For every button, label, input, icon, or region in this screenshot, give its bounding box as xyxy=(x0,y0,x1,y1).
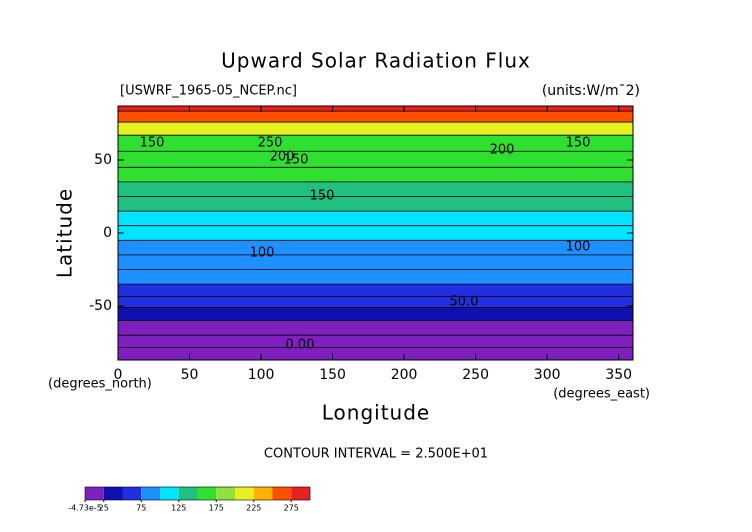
colorbar-label: 225 xyxy=(246,504,261,513)
contour-band xyxy=(118,106,633,112)
colorbar-swatch xyxy=(235,487,254,500)
contour-band xyxy=(118,167,633,182)
x-tick-label: 350 xyxy=(605,367,632,383)
contour-band xyxy=(118,335,633,348)
subtitle-right: (units:W/m¯2) xyxy=(542,83,640,99)
x-tick-label: 250 xyxy=(462,367,489,383)
contour-band xyxy=(118,307,633,321)
colorbar-swatch xyxy=(103,487,123,500)
y-tick-label: 50 xyxy=(94,152,112,168)
contour-band xyxy=(118,196,633,212)
y-axis-label: Latitude xyxy=(53,188,77,278)
contour-band xyxy=(118,347,633,360)
colorbar-swatch xyxy=(197,487,217,500)
x-unit-label: (degrees_east) xyxy=(553,387,650,402)
contour-label: 100 xyxy=(250,246,275,261)
contour-band xyxy=(118,254,633,270)
colorbar-swatch xyxy=(160,487,179,500)
contour-label: 150 xyxy=(140,136,165,151)
y-unit-label: (degrees_north) xyxy=(48,377,152,392)
contour-band xyxy=(118,284,633,297)
contour-band xyxy=(118,122,633,136)
contour-label: 250 xyxy=(258,136,283,151)
x-tick-label: 100 xyxy=(248,367,275,383)
contour-label: 150 xyxy=(310,189,335,204)
colorbar-swatch xyxy=(216,487,235,500)
contour-label: 150 xyxy=(284,153,309,168)
x-tick-label: 300 xyxy=(534,367,561,383)
contour-label: 150 xyxy=(566,136,591,151)
footer: CONTOUR INTERVAL = 2.500E+01 xyxy=(264,447,488,462)
colorbar-swatch xyxy=(253,487,273,500)
contour-band xyxy=(118,151,633,168)
subtitle-left: [USWRF_1965-05_NCEP.nc] xyxy=(120,84,297,99)
y-tick-label: -50 xyxy=(89,298,112,314)
colorbar-label: 25 xyxy=(99,504,109,513)
contour-label: 50.0 xyxy=(450,295,479,310)
colorbar-swatch xyxy=(291,487,310,500)
contour-band xyxy=(118,181,633,197)
x-axis-label: Longitude xyxy=(322,401,430,425)
contour-label: 0.00 xyxy=(286,338,315,353)
contour-label: 200 xyxy=(270,150,295,165)
colorbar-swatch xyxy=(122,487,142,500)
x-tick-label: 150 xyxy=(319,367,346,383)
contour-band xyxy=(118,296,633,308)
contour-band xyxy=(118,240,633,255)
x-tick-label: 0 xyxy=(114,367,123,383)
contour-band xyxy=(118,135,633,152)
colorbar-label: 175 xyxy=(209,504,224,513)
contour-label: 100 xyxy=(566,240,591,255)
contour-band xyxy=(118,111,633,123)
x-tick-label: 200 xyxy=(391,367,418,383)
colorbar-label: -4.73e-5 xyxy=(68,504,102,513)
colorbar-swatch xyxy=(141,487,160,500)
contour-band xyxy=(118,225,633,241)
colorbar-frame xyxy=(84,486,311,501)
colorbar-swatch xyxy=(85,487,104,500)
y-tick-label: 0 xyxy=(103,225,112,241)
contour-band xyxy=(118,320,633,336)
x-tick-label: 50 xyxy=(181,367,199,383)
colorbar-label: 275 xyxy=(284,504,299,513)
colorbar-label: 125 xyxy=(171,504,186,513)
chart-title: Upward Solar Radiation Flux xyxy=(221,49,531,73)
contour-band xyxy=(118,269,633,285)
contour-band xyxy=(118,211,633,226)
contour-label: 200 xyxy=(490,143,515,158)
colorbar-swatch xyxy=(178,487,198,500)
colorbar-swatch xyxy=(272,487,292,500)
colorbar-label: 75 xyxy=(136,504,146,513)
